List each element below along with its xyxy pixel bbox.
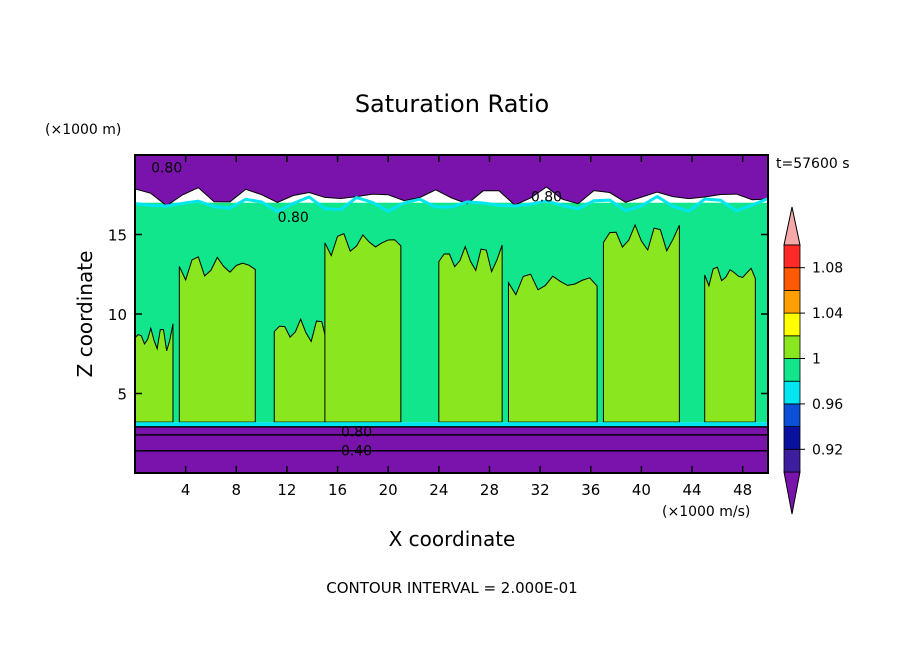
contour-label-1: 0.80 <box>151 161 182 177</box>
x-tick-label-48: 48 <box>733 481 752 499</box>
colorbar-tick-label-0.92: 0.92 <box>812 442 843 458</box>
colorbar-box-0 <box>783 448 801 473</box>
colorbar-box-8 <box>783 267 801 291</box>
y-tick-label-10: 10 <box>108 306 127 324</box>
x-axis-label: X coordinate <box>389 527 516 551</box>
colorbar-box-9 <box>783 244 801 269</box>
plot-area <box>135 155 768 473</box>
contour-label-4: 0.80 <box>341 425 372 441</box>
contour-region-updraft-5 <box>438 244 503 423</box>
colorbar-box-6 <box>783 312 801 337</box>
chart-title: Saturation Ratio <box>355 90 549 118</box>
x-tick-label-8: 8 <box>232 481 242 499</box>
colorbar-box-1 <box>783 426 801 450</box>
colorbar: 0.92 0.96 1 1.04 1.08 <box>783 206 843 515</box>
x-tick-label-28: 28 <box>480 481 499 499</box>
colorbar-under-triangle <box>783 471 801 515</box>
x-unit-label: (×1000 m/s) <box>662 504 750 520</box>
contour-region-updraft-4 <box>324 233 402 423</box>
contour-region-base-layer <box>135 426 768 473</box>
x-tick-label-32: 32 <box>531 481 550 499</box>
colorbar-over-triangle <box>783 206 801 246</box>
colorbar-box-5 <box>783 335 801 359</box>
contour-label-3: 0.80 <box>531 189 562 205</box>
y-tick-label-15: 15 <box>108 227 127 245</box>
y-tick-label-5: 5 <box>117 386 127 404</box>
x-tick-label-20: 20 <box>379 481 398 499</box>
x-tick-label-36: 36 <box>581 481 600 499</box>
contour-region-upper-dry-layer <box>135 155 768 207</box>
contour-region-updraft-2 <box>178 256 256 423</box>
colorbar-box-3 <box>783 380 801 405</box>
contour-label-5: 0.40 <box>341 444 372 460</box>
y-axis-label: Z coordinate <box>73 251 97 378</box>
contour-label-2: 0.80 <box>278 210 309 226</box>
y-unit-label: (×1000 m) <box>45 122 121 138</box>
x-tick-label-40: 40 <box>632 481 651 499</box>
contour-region-low-cloud-band <box>135 422 768 427</box>
colorbar-box-4 <box>783 358 801 382</box>
contour-region-updraft-8 <box>704 266 756 423</box>
contour-region-updraft-6 <box>507 273 598 423</box>
time-label: t=57600 s <box>776 156 850 172</box>
colorbar-box-2 <box>783 403 801 427</box>
colorbar-box-7 <box>783 289 801 314</box>
x-tick-label-16: 16 <box>328 481 347 499</box>
x-tick-label-44: 44 <box>682 481 701 499</box>
colorbar-tick-label-1.04: 1.04 <box>812 306 843 322</box>
colorbar-tick-label-0.96: 0.96 <box>812 397 843 413</box>
contour-region-updraft-1 <box>135 323 174 423</box>
x-axis-ticks: 4 8 12 16 20 24 28 32 36 40 44 48 <box>181 155 752 499</box>
colorbar-tick-label-1: 1 <box>812 352 821 368</box>
x-tick-label-24: 24 <box>429 481 448 499</box>
colorbar-tick-label-1.08: 1.08 <box>812 261 843 277</box>
contour-interval-note: CONTOUR INTERVAL = 2.000E-01 <box>326 579 577 597</box>
x-tick-label-4: 4 <box>181 481 191 499</box>
contour-labels: 0.80 0.80 0.80 0.80 0.40 <box>151 161 562 460</box>
y-axis-ticks: 5 10 15 <box>108 227 768 404</box>
contour-rim-upper <box>135 194 768 214</box>
contour-region-updraft-7 <box>602 223 680 423</box>
x-tick-label-12: 12 <box>277 481 296 499</box>
